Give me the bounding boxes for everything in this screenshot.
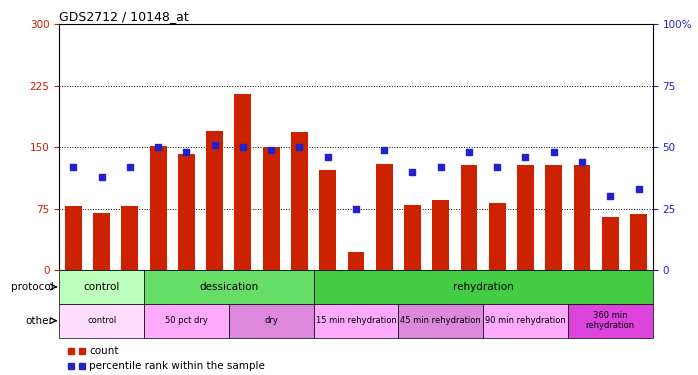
Text: other: other bbox=[26, 316, 54, 326]
Bar bbox=[59, 270, 144, 304]
Text: GDS2712 / 10148_at: GDS2712 / 10148_at bbox=[59, 10, 189, 23]
Text: control: control bbox=[87, 316, 117, 325]
Bar bbox=[313, 270, 653, 304]
Bar bbox=[517, 165, 534, 270]
Bar bbox=[206, 131, 223, 270]
Text: rehydration: rehydration bbox=[453, 282, 514, 292]
Bar bbox=[291, 132, 308, 270]
Point bbox=[491, 164, 503, 170]
Bar bbox=[235, 94, 251, 270]
Point bbox=[153, 144, 164, 150]
Point bbox=[633, 186, 644, 192]
Bar bbox=[574, 165, 591, 270]
Point bbox=[463, 149, 475, 155]
Point bbox=[181, 149, 192, 155]
Bar bbox=[602, 217, 618, 270]
Bar bbox=[432, 200, 450, 270]
Point bbox=[577, 159, 588, 165]
Text: 50 pct dry: 50 pct dry bbox=[165, 316, 208, 325]
Bar bbox=[545, 165, 562, 270]
Bar bbox=[144, 304, 229, 338]
Point bbox=[548, 149, 559, 155]
Point bbox=[435, 164, 446, 170]
Point bbox=[322, 154, 334, 160]
Bar bbox=[94, 213, 110, 270]
Point bbox=[266, 147, 277, 153]
Text: 15 min rehydration: 15 min rehydration bbox=[315, 316, 396, 325]
Bar bbox=[144, 270, 313, 304]
Bar bbox=[121, 206, 138, 270]
Bar bbox=[150, 146, 167, 270]
Point bbox=[378, 147, 389, 153]
Bar bbox=[399, 304, 483, 338]
Point bbox=[96, 174, 107, 180]
Bar bbox=[461, 165, 477, 270]
Bar bbox=[319, 170, 336, 270]
Text: count: count bbox=[89, 346, 119, 355]
Bar bbox=[313, 304, 399, 338]
Bar bbox=[59, 304, 144, 338]
Text: control: control bbox=[84, 282, 120, 292]
Point bbox=[68, 164, 79, 170]
Point bbox=[237, 144, 248, 150]
Bar bbox=[348, 252, 364, 270]
Bar bbox=[229, 304, 313, 338]
Text: 360 min
rehydration: 360 min rehydration bbox=[586, 311, 634, 330]
Bar bbox=[178, 154, 195, 270]
Point bbox=[520, 154, 531, 160]
Point bbox=[604, 194, 616, 200]
Text: dessication: dessication bbox=[199, 282, 258, 292]
Text: dry: dry bbox=[265, 316, 279, 325]
Bar bbox=[489, 203, 506, 270]
Point bbox=[124, 164, 135, 170]
Point bbox=[209, 142, 221, 148]
Bar bbox=[376, 164, 393, 270]
Bar bbox=[404, 204, 421, 270]
Text: 45 min rehydration: 45 min rehydration bbox=[401, 316, 481, 325]
Text: percentile rank within the sample: percentile rank within the sample bbox=[89, 361, 265, 370]
Bar bbox=[568, 304, 653, 338]
Bar bbox=[483, 304, 568, 338]
Text: protocol: protocol bbox=[10, 282, 54, 292]
Point bbox=[350, 206, 362, 212]
Bar bbox=[630, 214, 647, 270]
Bar bbox=[262, 147, 280, 270]
Bar bbox=[65, 206, 82, 270]
Point bbox=[407, 169, 418, 175]
Text: 90 min rehydration: 90 min rehydration bbox=[485, 316, 566, 325]
Point bbox=[294, 144, 305, 150]
